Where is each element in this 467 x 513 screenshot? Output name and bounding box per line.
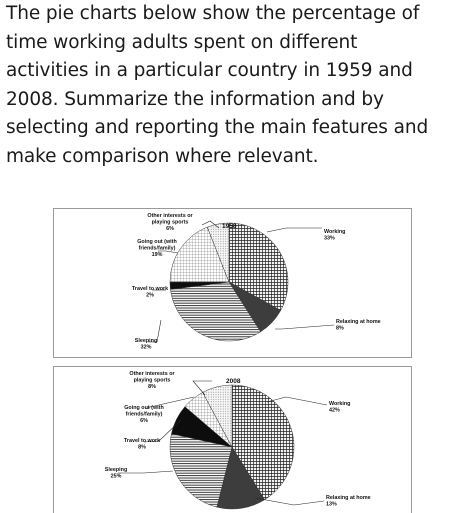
slice-label-sleeping: Sleeping 25%	[105, 467, 127, 480]
leader-line-relaxing	[275, 324, 335, 330]
leader-line-working	[266, 396, 328, 406]
leader-line-working	[266, 227, 322, 233]
pie-slice-working	[231, 384, 295, 501]
chart-title: 1958	[222, 223, 237, 230]
pie-chart-1958-svg: 1958 Working 33% Relaxing at home 8% Sleeping…	[132, 213, 381, 351]
leader-line-going_out	[145, 396, 195, 410]
pie-slice-other	[206, 222, 230, 283]
leader-line-sleeping	[118, 470, 174, 474]
prompt-line: activities in a particular country in 19…	[6, 60, 413, 82]
chart-title: 2008	[226, 378, 241, 385]
leader-line-relaxing	[254, 497, 325, 506]
pie-slice-sleeping	[169, 433, 233, 508]
slice-label-sleeping: Sleeping 32%	[135, 338, 157, 351]
prompt-line: selecting and reporting the main feature…	[6, 117, 429, 139]
slice-label-travel: Travel to work 8%	[124, 438, 160, 451]
prompt-line: make comparison where relevant.	[6, 145, 319, 167]
pie-slice-sleeping	[170, 281, 261, 342]
pie-chart-2008-svg: 2008 Working 42% Relaxing at home 13% Sleepin…	[105, 371, 371, 510]
pie-chart-2008: 2008 Working 42% Relaxing at home 13% Sleepin…	[53, 366, 412, 513]
pie-chart-1958: 1958 Working 33% Relaxing at home 8% Sleeping…	[53, 208, 412, 358]
leader-line-other	[201, 220, 220, 229]
pie-slice-working	[228, 222, 289, 311]
slice-label-other: Other interests or playing sports 8%	[129, 371, 175, 390]
prompt-line: time working adults spent on different	[6, 31, 358, 53]
pie-slice-going_out	[169, 226, 230, 283]
slice-label-other: Other interests or playing sports 6%	[147, 213, 193, 232]
slice-label-going_out: Going out (with friends/family) 6%	[124, 405, 164, 424]
slice-label-going_out: Going out (with friends/family) 19%	[137, 239, 177, 258]
slice-label-relaxing: Relaxing at home 8%	[336, 319, 381, 332]
task-prompt: The pie charts below show the percentage…	[6, 0, 464, 172]
slice-label-travel: Travel to work 2%	[132, 286, 168, 299]
prompt-line: The pie charts below show the percentage…	[6, 3, 420, 24]
slice-label-working: Working 33%	[324, 229, 345, 242]
leader-line-other	[192, 380, 212, 396]
leader-line-sleeping	[148, 319, 162, 343]
slice-label-relaxing: Relaxing at home 13%	[326, 495, 371, 508]
leader-line-going_out	[158, 250, 179, 254]
prompt-line: 2008. Summarize the information and by	[6, 88, 384, 110]
leader-line-travel	[143, 419, 182, 443]
slice-label-working: Working 42%	[329, 401, 350, 414]
